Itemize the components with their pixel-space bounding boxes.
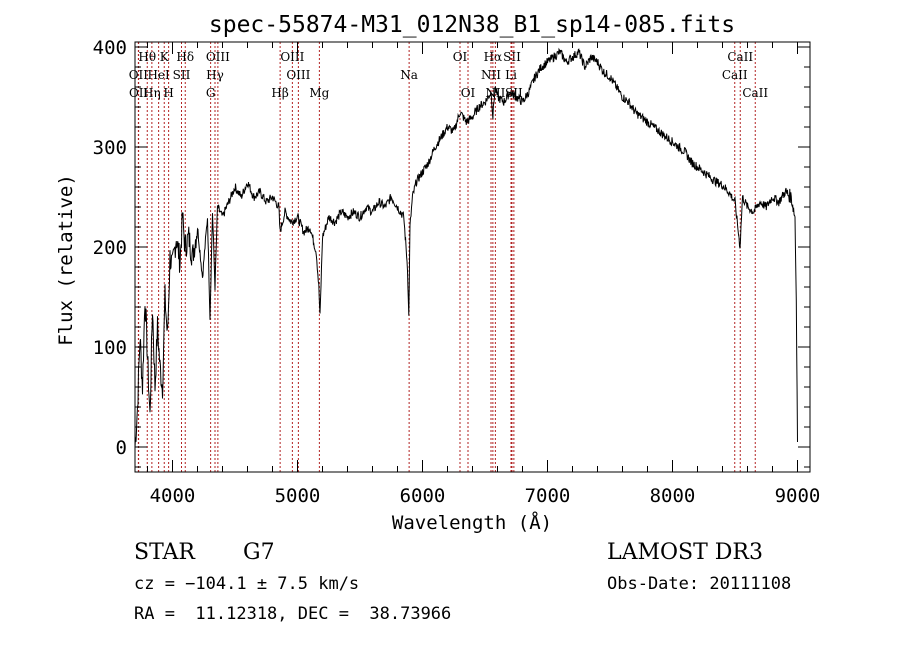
chart-title: spec-55874-M31_012N38_B1_sp14-085.fits: [209, 12, 735, 38]
line-marker-label-0: Hθ: [138, 50, 156, 64]
line-marker-label-11: SII: [173, 68, 191, 82]
line-marker-label-12: Hγ: [206, 68, 224, 82]
x-tick-label-5: 9000: [775, 485, 821, 507]
spectrum-series: [134, 47, 798, 448]
y-tick-label-3: 300: [93, 137, 127, 159]
line-marker-label-13: OIII: [286, 68, 310, 82]
line-marker-label-8: CaII: [727, 50, 753, 64]
x-tick-label-3: 7000: [525, 485, 571, 507]
y-tick-label-0: 0: [116, 437, 127, 459]
line-marker-label-18: OII: [129, 86, 149, 100]
line-marker-label-7: SII: [503, 50, 521, 64]
line-marker-label-24: OI: [461, 86, 476, 100]
line-marker-label-22: Hβ: [271, 86, 288, 100]
line-marker-label-3: OIII: [206, 50, 230, 64]
spectral-subclass: G7: [243, 540, 275, 565]
line-marker-label-17: CaII: [722, 68, 748, 82]
line-marker-label-1: K: [160, 50, 170, 64]
axes: 4000 5000 6000 7000 8000 9000 0 100 200 300 400: [93, 37, 821, 507]
y-tick-label-2: 200: [93, 237, 127, 259]
y-tick-label-4: 400: [93, 37, 127, 59]
y-tick-label-1: 100: [93, 337, 127, 359]
line-marker-label-20: H: [163, 86, 173, 100]
line-marker-label-21: G: [206, 86, 216, 100]
line-marker-label-14: Na: [400, 68, 418, 82]
line-marker-label-27: CaII: [742, 86, 768, 100]
x-tick-label-0: 4000: [150, 485, 196, 507]
line-marker-label-2: Hδ: [176, 50, 194, 64]
x-axis-title: Wavelength (Å): [392, 511, 552, 534]
survey-name: LAMOST DR3: [607, 540, 763, 565]
line-marker-label-16: Li: [505, 68, 517, 82]
redshift-readout: cz = −104.1 ± 7.5 km/s: [134, 574, 360, 594]
line-marker-label-15: NII: [481, 68, 501, 82]
x-tick-label-1: 5000: [275, 485, 321, 507]
x-tick-label-2: 6000: [400, 485, 446, 507]
spectral-class: STAR: [134, 540, 195, 565]
line-marker-label-19: Hη: [143, 86, 161, 100]
line-marker-label-6: Hα: [484, 50, 503, 64]
spectrum-line: [134, 47, 798, 448]
y-axis-title: Flux (relative): [55, 174, 77, 346]
x-tick-label-4: 8000: [650, 485, 696, 507]
coordinates-readout: RA = 11.12318, DEC = 38.73966: [134, 604, 452, 624]
observation-date: Obs-Date: 20111108: [607, 574, 792, 594]
plot-frame: [134, 41, 811, 473]
line-marker-label-23: Mg: [309, 86, 329, 100]
line-marker-label-5: OI: [453, 50, 468, 64]
line-marker-label-10: HeI: [147, 68, 170, 82]
line-marker-label-4: OIII: [280, 50, 304, 64]
